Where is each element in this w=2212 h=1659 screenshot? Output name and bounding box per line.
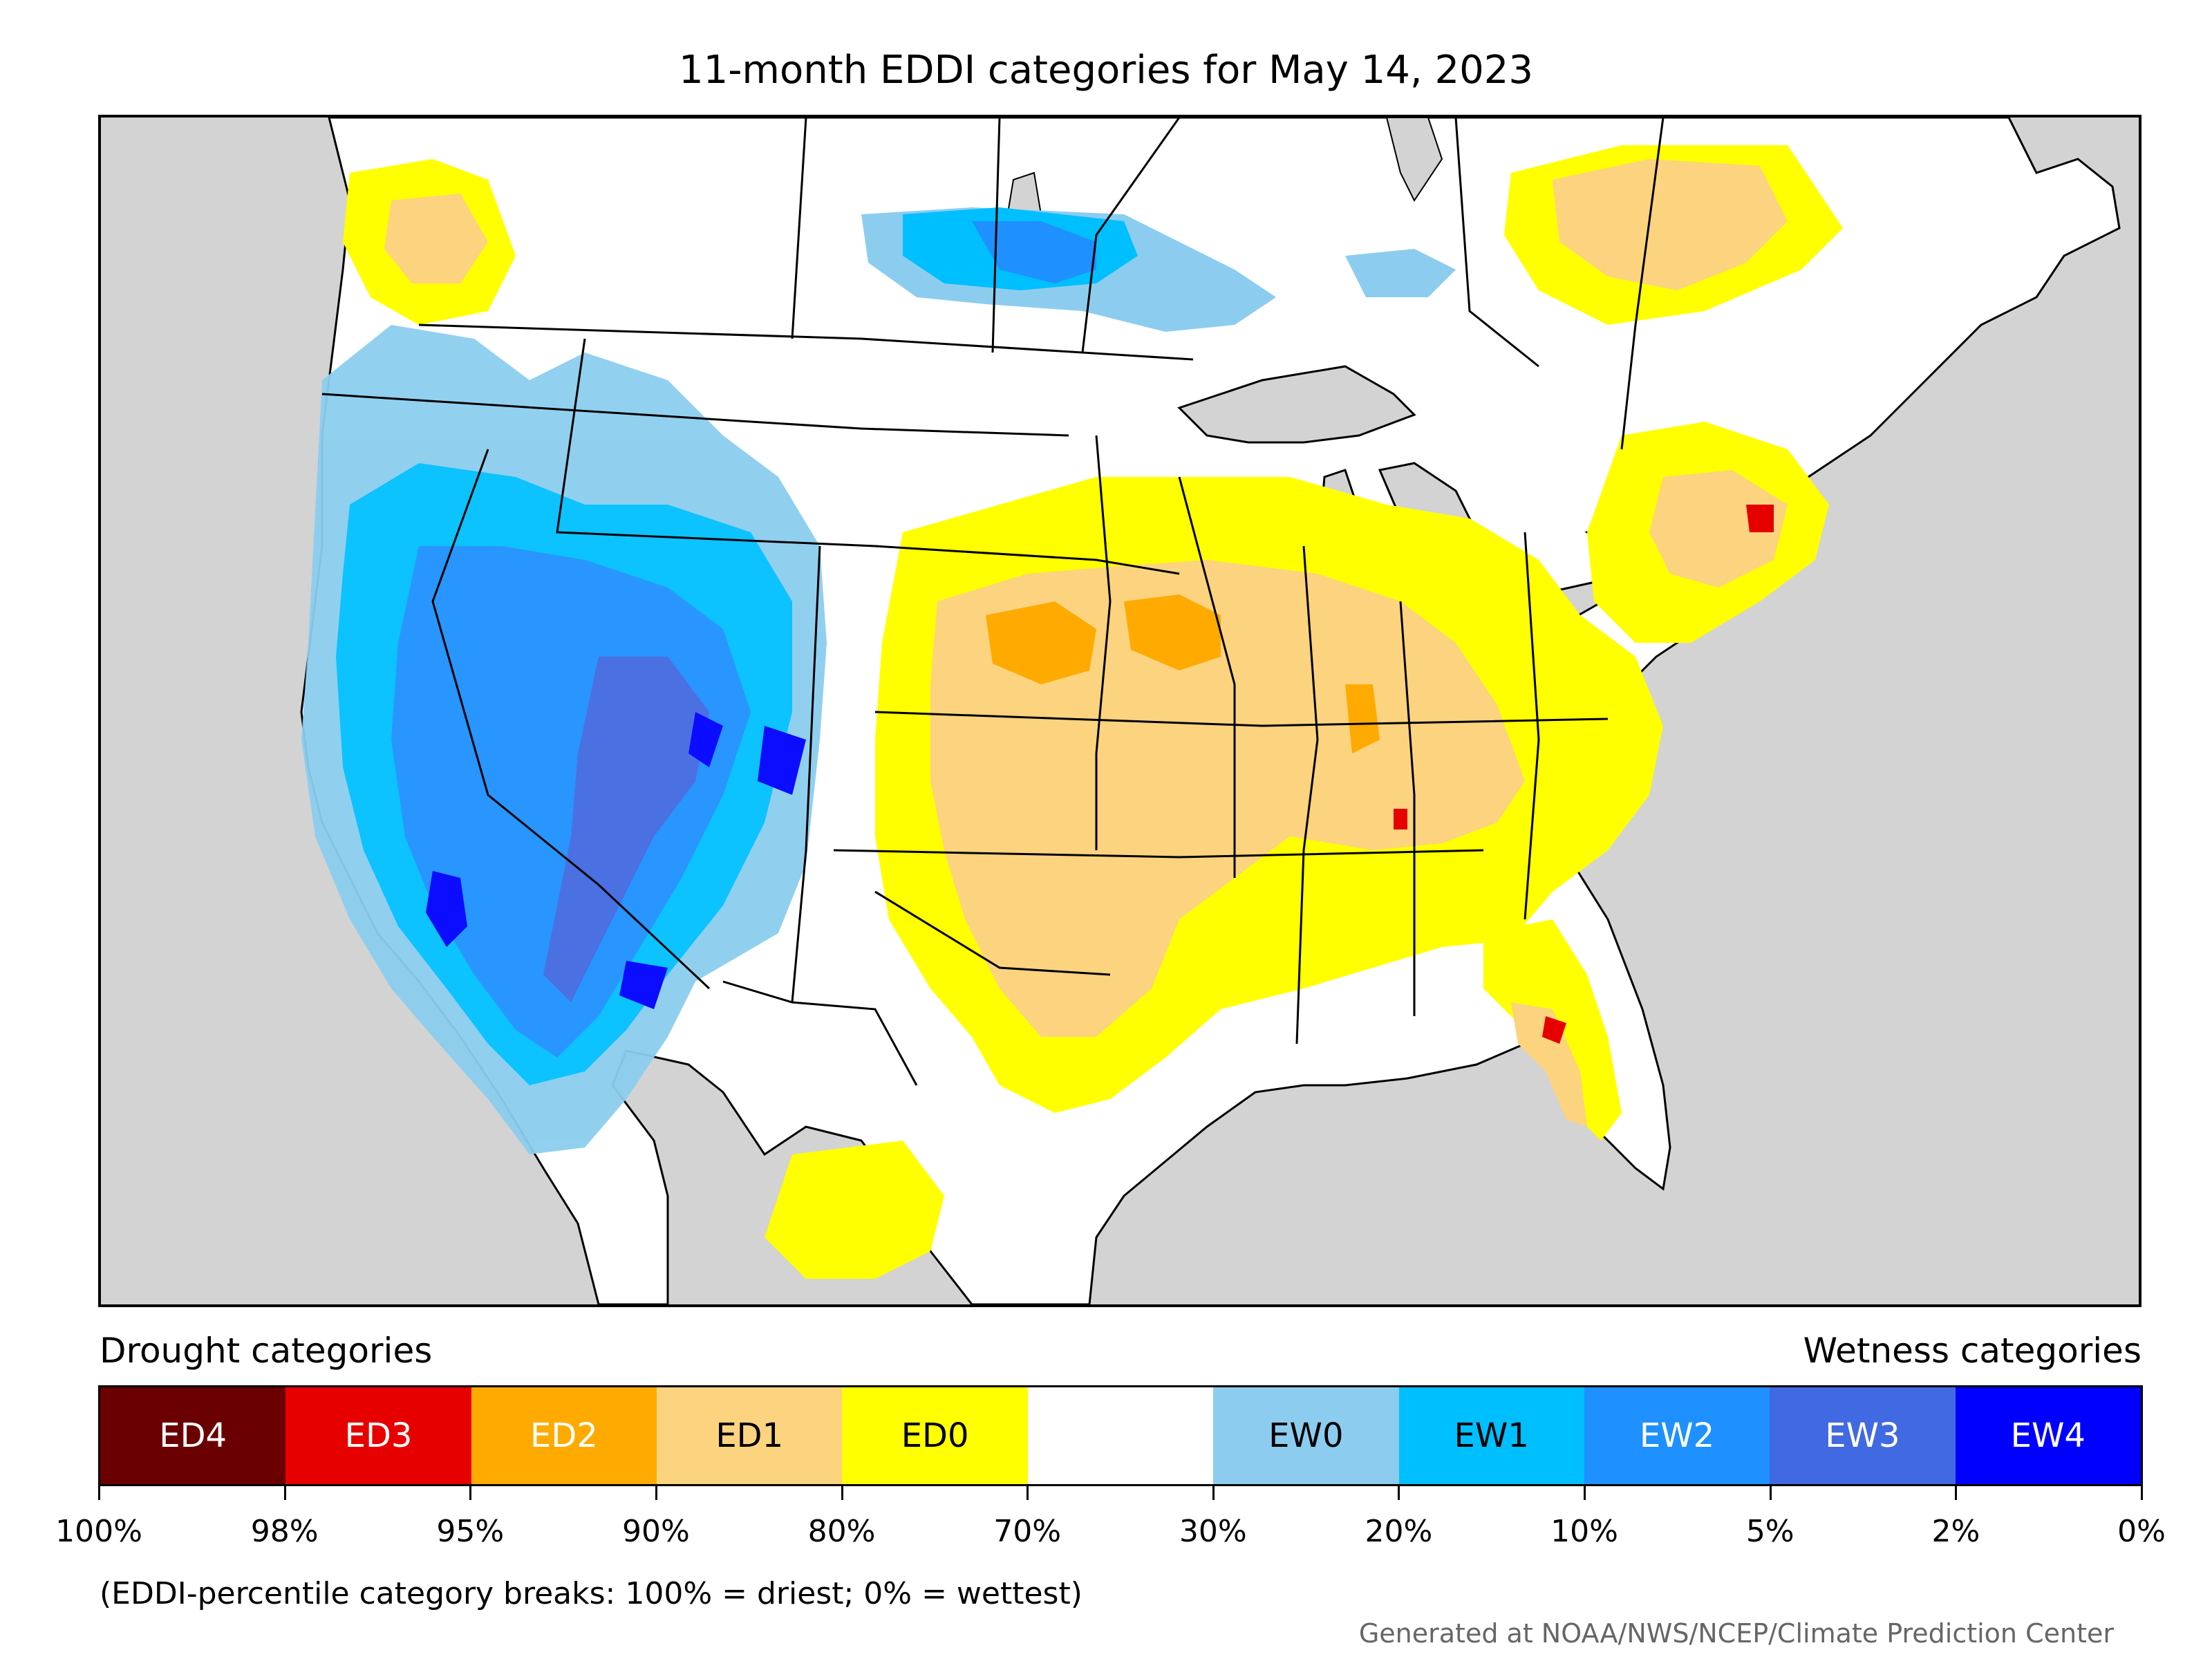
colorbar-tick-mark (1584, 1485, 1586, 1500)
colorbar-segment-ew3: EW3 (1770, 1387, 1956, 1484)
drought-categories-heading: Drought categories (100, 1331, 433, 1371)
colorbar-tick-label: 5% (1745, 1514, 1794, 1549)
colorbar-tick-mark (841, 1485, 843, 1500)
colorbar-tick-label: 95% (436, 1514, 505, 1549)
eddi-map (98, 115, 2141, 1307)
colorbar-segment-ew2: EW2 (1584, 1387, 1770, 1484)
colorbar-segment-neutral (1027, 1387, 1214, 1484)
colorbar-tick-label: 30% (1179, 1514, 1247, 1549)
category-breaks-note: (EDDI-percentile category breaks: 100% =… (100, 1576, 1082, 1611)
wetness-categories-heading: Wetness categories (1803, 1331, 2141, 1371)
colorbar-tick-label: 10% (1550, 1514, 1618, 1549)
colorbar-tick-mark (469, 1485, 472, 1500)
colorbar-tick-label: 90% (622, 1514, 690, 1549)
category-colorbar: ED4 ED3 ED2 ED1 ED0 EW0 EW1 EW2 EW3 EW4 (98, 1385, 2143, 1486)
colorbar-segment-ed4: ED4 (100, 1387, 286, 1484)
eddi-map-svg (300, 118, 2121, 1304)
colorbar-segment-ed0: ED0 (842, 1387, 1028, 1484)
colorbar-tick-mark (283, 1485, 286, 1500)
colorbar-tick-mark (1398, 1485, 1400, 1500)
colorbar-segment-ew4: EW4 (1955, 1387, 2141, 1484)
colorbar-segment-ed1: ED1 (657, 1387, 843, 1484)
colorbar-ticks: 100% 98% 95% 90% 80% 70% 30% 20% 10% 5% 2% 0% (0, 1485, 2212, 1582)
colorbar-tick-label: 70% (993, 1514, 1062, 1549)
colorbar-tick-label: 80% (807, 1514, 876, 1549)
colorbar-tick-mark (1212, 1485, 1215, 1500)
colorbar-segment-ed2: ED2 (471, 1387, 657, 1484)
colorbar-tick-label: 2% (1931, 1514, 1980, 1549)
colorbar-tick-mark (1955, 1485, 1958, 1500)
map-title: 11-month EDDI categories for May 14, 202… (678, 48, 1534, 93)
colorbar-tick-mark (2141, 1485, 2143, 1500)
wetness-region-north (861, 207, 1456, 332)
state-borders (321, 118, 1665, 1086)
colorbar-tick-label: 98% (250, 1514, 319, 1549)
colorbar-tick-mark (1027, 1485, 1029, 1500)
hudson-bay-inlet (1385, 118, 1443, 202)
colorbar-segment-ew0: EW0 (1213, 1387, 1399, 1484)
credit-line: Generated at NOAA/NWS/NCEP/Climate Predi… (1358, 1618, 2114, 1649)
wetness-region-west (301, 325, 827, 1154)
colorbar-tick-label: 20% (1365, 1514, 1433, 1549)
colorbar-tick-mark (655, 1485, 657, 1500)
colorbar-segment-ew1: EW1 (1398, 1387, 1584, 1484)
colorbar-tick-mark (98, 1485, 100, 1500)
colorbar-tick-mark (1769, 1485, 1772, 1500)
colorbar-segment-ed3: ED3 (285, 1387, 471, 1484)
drought-region-central (343, 145, 1843, 1279)
colorbar-tick-label: 100% (55, 1514, 142, 1549)
colorbar-tick-label: 0% (2117, 1514, 2166, 1549)
